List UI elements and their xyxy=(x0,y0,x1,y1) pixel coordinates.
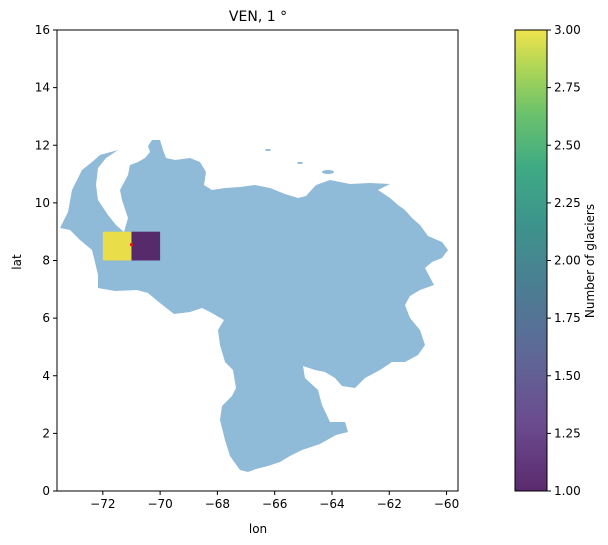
y-tick-label: 4 xyxy=(42,369,50,383)
colorbar-tick-label: 2.75 xyxy=(554,81,581,95)
colorbar-tick-label: 2.25 xyxy=(554,196,581,210)
y-axis-ticks: 0 2 4 6 8 10 12 14 16 xyxy=(35,23,57,498)
colorbar-tick-label: 1.00 xyxy=(554,484,581,498)
glacier-point-1 xyxy=(129,243,134,247)
y-tick-label: 8 xyxy=(42,254,50,268)
x-axis-ticks: −72 −70 −68 −66 −64 −62 −60 xyxy=(90,491,459,511)
y-tick-label: 2 xyxy=(42,426,50,440)
glacier-points xyxy=(129,243,134,247)
chart-title: VEN, 1 ° xyxy=(229,9,287,25)
colorbar-tick-label: 1.75 xyxy=(554,311,581,325)
colorbar-label: Number of glaciers xyxy=(583,204,597,318)
glacier-cell-2 xyxy=(131,231,161,261)
x-tick-label: −70 xyxy=(147,497,172,511)
colorbar-tick-label: 1.50 xyxy=(554,369,581,383)
x-tick-label: −68 xyxy=(205,497,230,511)
x-tick-label: −72 xyxy=(90,497,115,511)
x-tick-label: −60 xyxy=(434,497,459,511)
colorbar xyxy=(514,29,548,492)
y-tick-label: 6 xyxy=(42,311,50,325)
glacier-cells xyxy=(102,231,161,261)
country-shape xyxy=(60,140,448,472)
colorbar-ticks: 1.00 1.25 1.50 1.75 2.00 2.25 2.50 2.75 3.00 xyxy=(547,23,581,498)
x-tick-label: −62 xyxy=(377,497,402,511)
y-tick-label: 0 xyxy=(42,484,50,498)
colorbar-tick-label: 2.00 xyxy=(554,254,581,268)
y-tick-label: 16 xyxy=(35,23,50,37)
colorbar-tick-label: 1.25 xyxy=(554,426,581,440)
x-tick-label: −66 xyxy=(262,497,287,511)
x-axis-label: lon xyxy=(249,522,267,536)
x-tick-label: −64 xyxy=(319,497,344,511)
y-tick-label: 14 xyxy=(35,81,50,95)
glacier-cell-1 xyxy=(102,231,132,261)
colorbar-tick-label: 2.50 xyxy=(554,138,581,152)
y-tick-label: 10 xyxy=(35,196,50,210)
y-axis-label: lat xyxy=(10,254,24,270)
colorbar-tick-label: 3.00 xyxy=(554,23,581,37)
y-tick-label: 12 xyxy=(35,138,50,152)
